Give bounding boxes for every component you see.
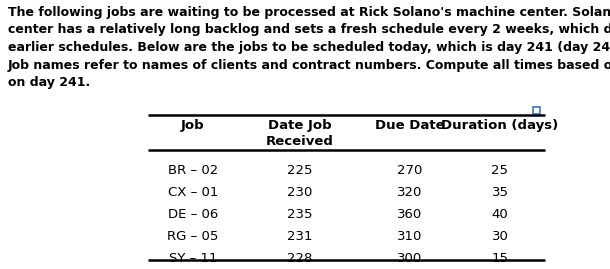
Text: 231: 231 [287, 230, 313, 243]
Text: Due Date: Due Date [375, 119, 445, 132]
Text: 225: 225 [287, 164, 313, 177]
Text: 360: 360 [397, 208, 423, 221]
Text: DE – 06: DE – 06 [168, 208, 218, 221]
Text: 35: 35 [492, 186, 509, 199]
Text: BR – 02: BR – 02 [168, 164, 218, 177]
Text: 310: 310 [397, 230, 423, 243]
Text: 235: 235 [287, 208, 313, 221]
Text: 40: 40 [492, 208, 508, 221]
Text: 30: 30 [492, 230, 509, 243]
Text: The following jobs are waiting to be processed at Rick Solano's machine center. : The following jobs are waiting to be pro… [8, 6, 610, 89]
Text: Date Job
Received: Date Job Received [266, 119, 334, 148]
Text: 15: 15 [492, 252, 509, 265]
Text: RG – 05: RG – 05 [167, 230, 219, 243]
Text: CX – 01: CX – 01 [168, 186, 218, 199]
Text: 228: 228 [287, 252, 313, 265]
Text: 25: 25 [492, 164, 509, 177]
Text: SY – 11: SY – 11 [169, 252, 217, 265]
Text: Duration (days): Duration (days) [442, 119, 559, 132]
Text: 320: 320 [397, 186, 423, 199]
Text: Job: Job [181, 119, 205, 132]
Bar [533, 107, 540, 114]
Text: 270: 270 [397, 164, 423, 177]
Text: 230: 230 [287, 186, 313, 199]
Text: 300: 300 [397, 252, 423, 265]
